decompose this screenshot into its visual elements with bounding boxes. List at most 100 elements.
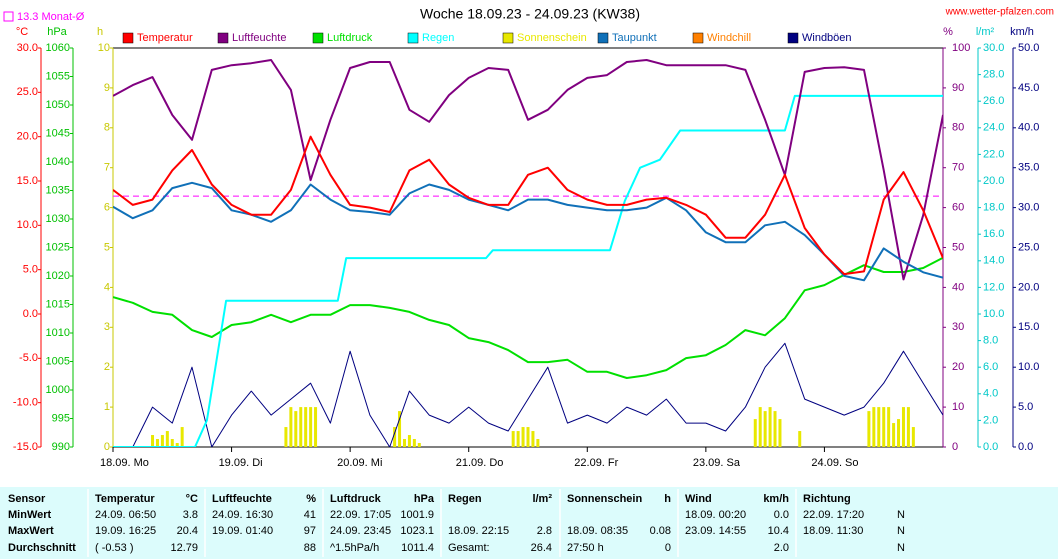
sun-bar (393, 427, 397, 447)
table-header-unit: l/m² (532, 493, 552, 505)
y-tick-label: 10.0 (1018, 361, 1039, 373)
y-tick-label: 80 (952, 122, 964, 134)
y-tick-label: 10 (98, 42, 110, 54)
x-tick-label: 18.09. Mo (100, 457, 149, 469)
y-tick-label: 10.0 (983, 308, 1004, 320)
table-row-label: Durchschnitt (8, 542, 76, 554)
table-header: Wind (685, 493, 712, 505)
sun-bar (753, 419, 757, 447)
y-tick-label: 25.0 (17, 86, 38, 98)
sun-bar (872, 407, 876, 447)
plot-area (112, 47, 944, 448)
y-tick-label: 5.0 (23, 264, 38, 276)
table-header: Sensor (8, 493, 46, 505)
reference-label: 13.3 Monat-Ø (17, 11, 85, 23)
x-tick-label: 22.09. Fr (574, 457, 618, 469)
sun-bar (314, 407, 318, 447)
y-tick-label: 1025 (46, 241, 70, 253)
sun-bar (768, 407, 772, 447)
y-tick-label: 50.0 (1018, 42, 1039, 54)
y-tick-label: 50 (952, 241, 964, 253)
y-tick-label: 60 (952, 202, 964, 214)
x-tick-label: 19.09. Di (219, 457, 263, 469)
series-line (113, 342, 943, 447)
y-tick-label: 1 (104, 401, 110, 413)
y-tick-label: 1055 (46, 70, 70, 82)
axis-unit: hPa (47, 26, 67, 38)
table-cell-value: 0 (665, 542, 671, 554)
sun-bar (180, 427, 184, 447)
y-tick-label: 15.0 (1018, 321, 1039, 333)
table-cell-value: 26.4 (531, 542, 552, 554)
table-cell-time: 18.09. 11:30 (803, 525, 863, 537)
axis-unit: h (97, 26, 103, 38)
legend-swatch (407, 32, 419, 44)
table-cell-time: 18.09. 00:20 (685, 509, 746, 521)
table-row-label: MinWert (8, 509, 52, 521)
y-tick-label: 6 (104, 202, 110, 214)
y-tick-label: 70 (952, 162, 964, 174)
table-cell-time: Gesamt: (448, 542, 490, 554)
y-tick-label: 30.0 (17, 42, 38, 54)
series-line (113, 135, 943, 276)
y-tick-label: 9 (104, 82, 110, 94)
sun-bar (882, 407, 886, 447)
sun-bar (170, 439, 174, 447)
table-header: Luftdruck (330, 493, 382, 505)
sun-bar (412, 439, 416, 447)
table-row-label: MaxWert (8, 525, 54, 537)
table-cell-value: 0.08 (650, 525, 671, 537)
sun-bar (511, 431, 515, 447)
sun-bar (877, 407, 881, 447)
y-tick-label: 5 (104, 241, 110, 253)
y-tick-label: 28.0 (983, 69, 1004, 81)
table-cell-time: 19.09. 01:40 (212, 525, 273, 537)
sun-bar (906, 407, 910, 447)
y-tick-label: 15.0 (17, 175, 38, 187)
table-cell-value: N (897, 509, 905, 521)
table-cell-value: 1001.9 (400, 509, 434, 521)
table-cell-time: 18.09. 22:15 (448, 525, 509, 537)
legend-swatch (692, 32, 704, 44)
y-tick-label: 5.0 (1018, 401, 1033, 413)
table-header-unit: °C (186, 493, 198, 505)
y-tick-label: 16.0 (983, 228, 1004, 240)
y-tick-label: 14.0 (983, 255, 1004, 267)
legend-swatch (217, 32, 229, 44)
y-tick-label: 18.0 (983, 202, 1004, 214)
y-tick-label: 100 (952, 42, 970, 54)
y-tick-label: 4 (104, 281, 110, 293)
y-tick-label: 8 (104, 122, 110, 134)
sun-bar (160, 435, 164, 447)
legend-label: Temperatur (137, 32, 193, 44)
y-tick-label: 995 (52, 412, 70, 424)
y-tick-label: 35.0 (1018, 162, 1039, 174)
table-cell-value: 1023.1 (400, 525, 434, 537)
y-tick-label: 1015 (46, 298, 70, 310)
legend-swatch (312, 32, 324, 44)
table-cell-time: ^1.5hPa/h (330, 542, 379, 554)
y-tick-label: 8.0 (983, 335, 998, 347)
table-cell-value: 97 (304, 525, 316, 537)
sun-bar (798, 431, 802, 447)
sun-bar (417, 443, 421, 447)
legend-label: Windböen (802, 32, 852, 44)
y-tick-label: 12.0 (983, 281, 1004, 293)
sun-bar (536, 439, 540, 447)
y-tick-label: 4.0 (983, 388, 998, 400)
y-tick-label: 20.0 (1018, 281, 1039, 293)
table-cell-time: 24.09. 06:50 (95, 509, 156, 521)
sun-bar (155, 439, 159, 447)
table-cell-time: 23.09. 14:55 (685, 525, 746, 537)
y-tick-label: 3 (104, 321, 110, 333)
sun-bar (892, 423, 896, 447)
legend-swatch (502, 32, 514, 44)
y-tick-label: 1005 (46, 355, 70, 367)
table-cell-time: ( -0.53 ) (95, 542, 134, 554)
chart-title: Woche 18.09.23 - 24.09.23 (KW38) (420, 6, 640, 22)
y-tick-label: 1010 (46, 327, 70, 339)
legend-label: Luftdruck (327, 32, 373, 44)
y-tick-label: 30.0 (1018, 202, 1039, 214)
table-cell-time: 22.09. 17:20 (803, 509, 864, 521)
y-tick-label: 25.0 (1018, 241, 1039, 253)
